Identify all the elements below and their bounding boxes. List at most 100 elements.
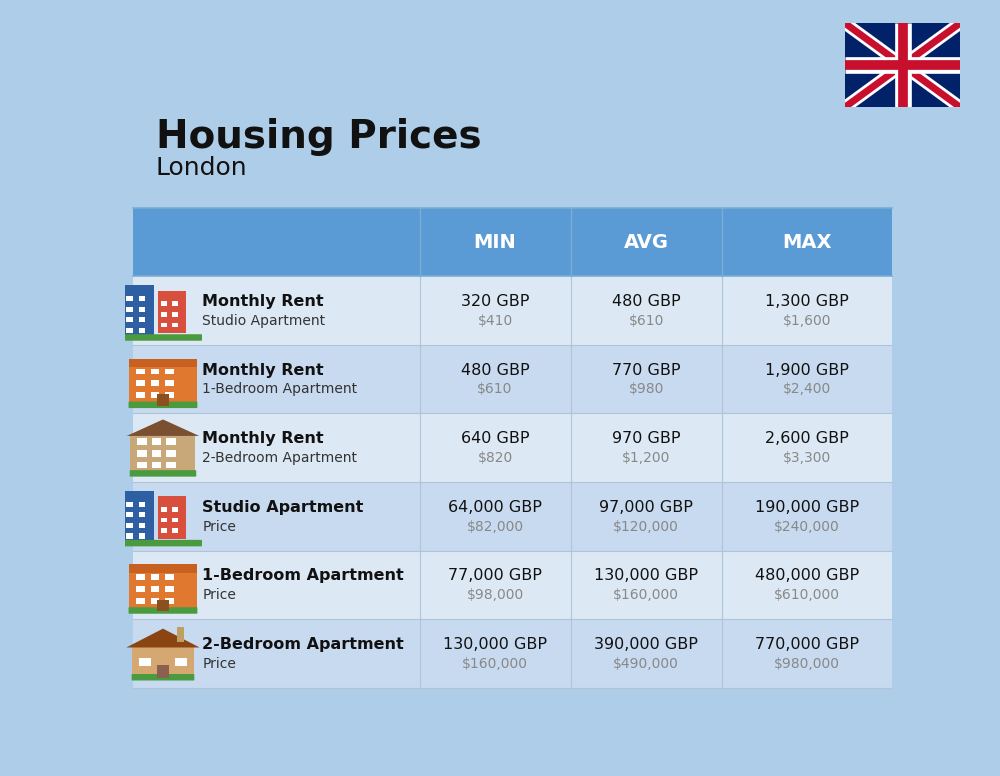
FancyBboxPatch shape [136, 586, 145, 592]
FancyBboxPatch shape [129, 402, 197, 408]
FancyBboxPatch shape [157, 664, 169, 678]
Text: $3,300: $3,300 [783, 451, 831, 465]
Text: 970 GBP: 970 GBP [612, 431, 680, 446]
Polygon shape [845, 23, 960, 107]
FancyBboxPatch shape [137, 462, 147, 469]
Text: Monthly Rent: Monthly Rent [202, 431, 324, 446]
Text: 480,000 GBP: 480,000 GBP [755, 569, 859, 584]
Text: 1-Bedroom Apartment: 1-Bedroom Apartment [202, 383, 358, 397]
FancyBboxPatch shape [137, 450, 147, 456]
FancyBboxPatch shape [120, 540, 202, 546]
FancyBboxPatch shape [151, 586, 159, 592]
FancyBboxPatch shape [158, 496, 186, 539]
Polygon shape [127, 420, 199, 436]
FancyBboxPatch shape [172, 507, 178, 511]
Text: $410: $410 [477, 314, 513, 328]
Text: Price: Price [202, 588, 236, 602]
FancyBboxPatch shape [161, 323, 167, 327]
FancyBboxPatch shape [166, 462, 176, 469]
FancyBboxPatch shape [133, 208, 892, 276]
FancyBboxPatch shape [139, 317, 145, 323]
Text: 1-Bedroom Apartment: 1-Bedroom Apartment [202, 569, 404, 584]
FancyBboxPatch shape [165, 574, 174, 580]
FancyBboxPatch shape [133, 414, 892, 482]
FancyBboxPatch shape [129, 608, 197, 614]
FancyBboxPatch shape [161, 312, 167, 317]
FancyBboxPatch shape [151, 574, 159, 580]
FancyBboxPatch shape [130, 436, 195, 474]
FancyBboxPatch shape [120, 334, 202, 341]
FancyBboxPatch shape [157, 394, 169, 406]
Text: Price: Price [202, 520, 236, 534]
Text: 480 GBP: 480 GBP [612, 294, 680, 310]
FancyBboxPatch shape [177, 627, 184, 642]
FancyBboxPatch shape [129, 564, 197, 611]
Text: 480 GBP: 480 GBP [461, 363, 529, 378]
Text: MAX: MAX [782, 233, 832, 251]
Text: Housing Prices: Housing Prices [156, 118, 482, 156]
Text: 130,000 GBP: 130,000 GBP [594, 569, 698, 584]
Text: 97,000 GBP: 97,000 GBP [599, 500, 693, 515]
FancyBboxPatch shape [172, 301, 178, 306]
FancyBboxPatch shape [126, 523, 133, 528]
Text: 77,000 GBP: 77,000 GBP [448, 569, 542, 584]
Text: 2-Bedroom Apartment: 2-Bedroom Apartment [202, 637, 404, 652]
Text: $1,600: $1,600 [783, 314, 831, 328]
Text: $240,000: $240,000 [774, 520, 840, 534]
Text: $160,000: $160,000 [462, 656, 528, 670]
FancyBboxPatch shape [161, 301, 167, 306]
FancyBboxPatch shape [137, 438, 147, 445]
FancyBboxPatch shape [166, 450, 176, 456]
FancyBboxPatch shape [172, 518, 178, 522]
Text: Studio Apartment: Studio Apartment [202, 500, 364, 515]
FancyBboxPatch shape [126, 296, 133, 301]
FancyBboxPatch shape [158, 291, 186, 333]
Text: $98,000: $98,000 [466, 588, 524, 602]
FancyBboxPatch shape [139, 327, 145, 333]
Text: 770 GBP: 770 GBP [612, 363, 680, 378]
Text: 130,000 GBP: 130,000 GBP [443, 637, 547, 652]
FancyBboxPatch shape [165, 598, 174, 604]
Text: $980: $980 [629, 383, 664, 397]
FancyBboxPatch shape [161, 507, 167, 511]
FancyBboxPatch shape [136, 392, 145, 398]
Text: AVG: AVG [624, 233, 669, 251]
FancyBboxPatch shape [126, 533, 133, 539]
FancyBboxPatch shape [126, 512, 133, 518]
FancyBboxPatch shape [133, 276, 892, 345]
Text: $980,000: $980,000 [774, 656, 840, 670]
FancyBboxPatch shape [175, 658, 187, 667]
FancyBboxPatch shape [139, 523, 145, 528]
FancyBboxPatch shape [136, 369, 145, 375]
FancyBboxPatch shape [165, 369, 174, 375]
FancyBboxPatch shape [161, 518, 167, 522]
Text: $610: $610 [629, 314, 664, 328]
Text: 770,000 GBP: 770,000 GBP [755, 637, 859, 652]
Text: Studio Apartment: Studio Apartment [202, 314, 326, 328]
FancyBboxPatch shape [133, 550, 892, 619]
FancyBboxPatch shape [133, 345, 892, 414]
Text: London: London [156, 156, 248, 180]
FancyBboxPatch shape [172, 312, 178, 317]
FancyBboxPatch shape [126, 327, 133, 333]
FancyBboxPatch shape [136, 380, 145, 386]
FancyBboxPatch shape [152, 450, 161, 456]
Text: $610,000: $610,000 [774, 588, 840, 602]
Text: 2-Bedroom Apartment: 2-Bedroom Apartment [202, 451, 358, 465]
FancyBboxPatch shape [161, 528, 167, 533]
FancyBboxPatch shape [136, 598, 145, 604]
FancyBboxPatch shape [132, 674, 194, 681]
FancyBboxPatch shape [151, 392, 159, 398]
FancyBboxPatch shape [130, 470, 196, 476]
FancyBboxPatch shape [151, 598, 159, 604]
Text: $610: $610 [477, 383, 513, 397]
FancyBboxPatch shape [133, 619, 892, 688]
FancyBboxPatch shape [172, 528, 178, 533]
FancyBboxPatch shape [152, 462, 161, 469]
Text: 2,600 GBP: 2,600 GBP [765, 431, 849, 446]
FancyBboxPatch shape [126, 317, 133, 323]
FancyBboxPatch shape [151, 369, 159, 375]
Text: $160,000: $160,000 [613, 588, 679, 602]
Text: $120,000: $120,000 [613, 520, 679, 534]
Text: $490,000: $490,000 [613, 656, 679, 670]
